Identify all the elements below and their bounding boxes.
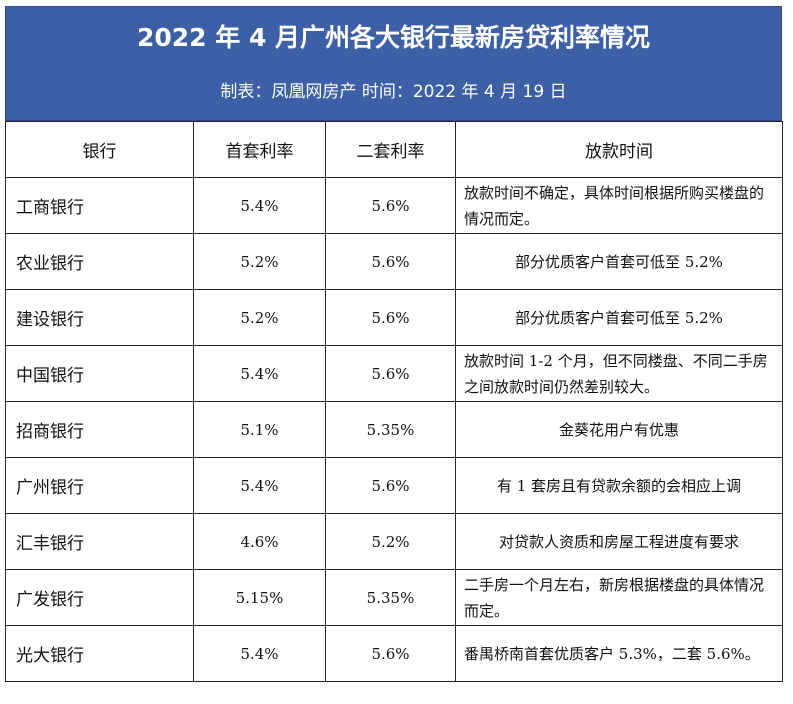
second-rate: 5.35%: [325, 569, 456, 626]
second-rate: 5.6%: [325, 625, 456, 682]
second-rate: 5.6%: [325, 177, 456, 234]
table-row: 工商银行 5.4% 5.6% 放款时间不确定，具体时间根据所购买楼盘的情况而定。: [5, 177, 783, 234]
loan-time: 部分优质客户首套可低至 5.2%: [455, 233, 783, 290]
header: 2022 年 4 月广州各大银行最新房贷利率情况 制表：凤凰网房产 时间：202…: [5, 6, 782, 121]
loan-time: 有 1 套房且有贷款余额的会相应上调: [455, 457, 783, 514]
bank-name: 广州银行: [5, 457, 194, 514]
second-rate: 5.6%: [325, 289, 456, 346]
first-rate: 5.15%: [193, 569, 326, 626]
loan-time: 番禺桥南首套优质客户 5.3%，二套 5.6%。: [455, 625, 783, 682]
loan-time: 金葵花用户有优惠: [455, 401, 783, 458]
first-rate: 5.4%: [193, 457, 326, 514]
loan-time: 二手房一个月左右，新房根据楼盘的具体情况而定。: [455, 569, 783, 626]
bank-name: 建设银行: [5, 289, 194, 346]
first-rate: 5.2%: [193, 289, 326, 346]
header-row: 银行 首套利率 二套利率 放款时间: [5, 121, 783, 178]
bank-name: 汇丰银行: [5, 513, 194, 570]
bank-name: 招商银行: [5, 401, 194, 458]
first-rate: 5.4%: [193, 345, 326, 402]
table-row: 广州银行 5.4% 5.6% 有 1 套房且有贷款余额的会相应上调: [5, 457, 783, 514]
table-row: 汇丰银行 4.6% 5.2% 对贷款人资质和房屋工程进度有要求: [5, 513, 783, 570]
second-rate: 5.2%: [325, 513, 456, 570]
table-row: 招商银行 5.1% 5.35% 金葵花用户有优惠: [5, 401, 783, 458]
loan-time: 放款时间不确定，具体时间根据所购买楼盘的情况而定。: [455, 177, 783, 234]
table-row: 建设银行 5.2% 5.6% 部分优质客户首套可低至 5.2%: [5, 289, 783, 346]
rate-table: 银行 首套利率 二套利率 放款时间 工商银行 5.4% 5.6% 放款时间不确定，具体时间根据…: [5, 121, 783, 682]
first-rate: 5.4%: [193, 177, 326, 234]
second-rate: 5.35%: [325, 401, 456, 458]
first-rate: 5.2%: [193, 233, 326, 290]
bank-name: 光大银行: [5, 625, 194, 682]
column-header: 首套利率: [193, 121, 326, 178]
table-row: 光大银行 5.4% 5.6% 番禺桥南首套优质客户 5.3%，二套 5.6%。: [5, 625, 783, 682]
bank-name: 中国银行: [5, 345, 194, 402]
loan-time: 放款时间 1-2 个月，但不同楼盘、不同二手房之间放款时间仍然差别较大。: [455, 345, 783, 402]
subtitle: 制表：凤凰网房产 时间：2022 年 4 月 19 日: [220, 82, 567, 102]
bank-name: 工商银行: [5, 177, 194, 234]
table-body: 银行 首套利率 二套利率 放款时间 工商银行 5.4% 5.6% 放款时间不确定，具体时间根据…: [5, 121, 783, 682]
document: 2022 年 4 月广州各大银行最新房贷利率情况 制表：凤凰网房产 时间：202…: [5, 6, 783, 682]
second-rate: 5.6%: [325, 345, 456, 402]
loan-time: 部分优质客户首套可低至 5.2%: [455, 289, 783, 346]
column-header: 放款时间: [455, 121, 783, 178]
loan-time: 对贷款人资质和房屋工程进度有要求: [455, 513, 783, 570]
column-header: 二套利率: [325, 121, 456, 178]
second-rate: 5.6%: [325, 457, 456, 514]
table-row: 广发银行 5.15% 5.35% 二手房一个月左右，新房根据楼盘的具体情况而定。: [5, 569, 783, 626]
table-row: 中国银行 5.4% 5.6% 放款时间 1-2 个月，但不同楼盘、不同二手房之间放款时…: [5, 345, 783, 402]
title: 2022 年 4 月广州各大银行最新房贷利率情况: [136, 23, 651, 52]
first-rate: 5.4%: [193, 625, 326, 682]
first-rate: 4.6%: [193, 513, 326, 570]
first-rate: 5.1%: [193, 401, 326, 458]
bank-name: 农业银行: [5, 233, 194, 290]
bank-name: 广发银行: [5, 569, 194, 626]
second-rate: 5.6%: [325, 233, 456, 290]
table-row: 农业银行 5.2% 5.6% 部分优质客户首套可低至 5.2%: [5, 233, 783, 290]
column-header: 银行: [5, 121, 194, 178]
